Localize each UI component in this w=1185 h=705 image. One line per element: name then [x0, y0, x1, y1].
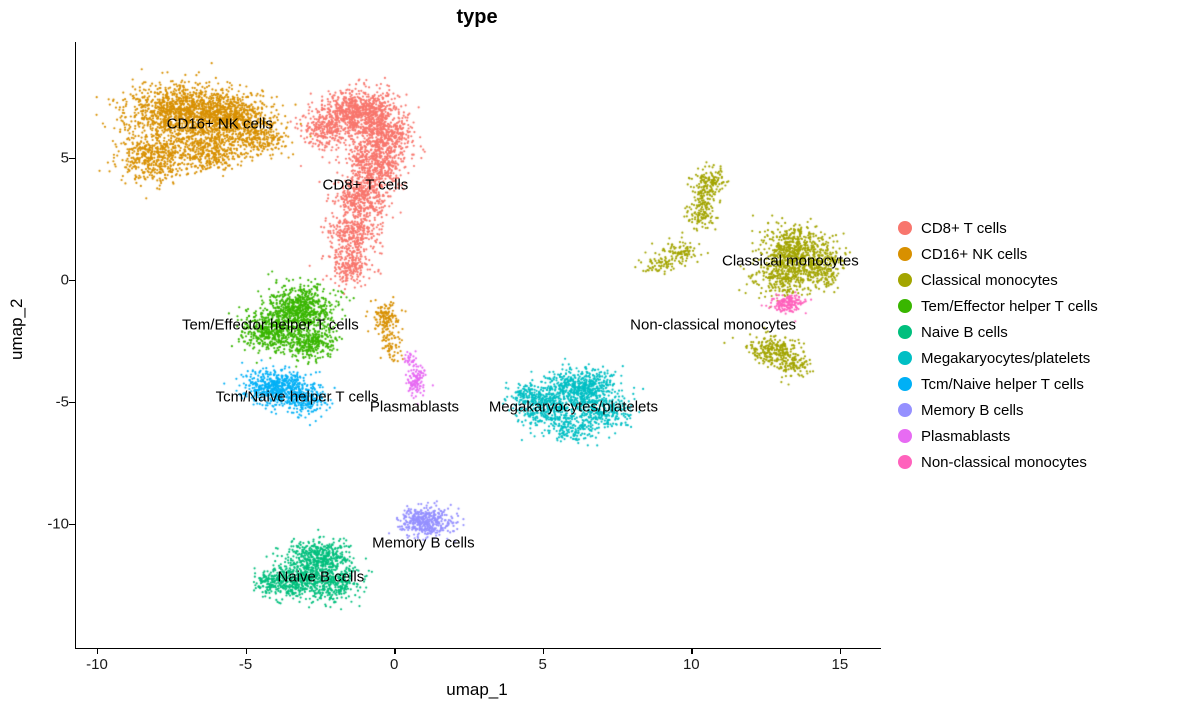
- legend-item: Non-classical monocytes: [898, 449, 1098, 475]
- legend-label: CD8+ T cells: [921, 219, 1007, 237]
- legend-item: Tem/Effector helper T cells: [898, 293, 1098, 319]
- x-tick-label: -10: [86, 656, 108, 673]
- y-tick-label: -5: [55, 393, 69, 411]
- legend-swatch: [898, 351, 912, 365]
- x-tick-mark: [691, 648, 693, 654]
- y-axis-title: umap_2: [7, 298, 26, 360]
- legend-swatch: [898, 429, 912, 443]
- y-tick-mark: [69, 279, 75, 282]
- x-tick-label: 15: [831, 656, 849, 673]
- legend-swatch: [898, 455, 912, 469]
- legend-swatch: [898, 325, 912, 339]
- legend-swatch: [898, 299, 912, 313]
- legend-item: Tcm/Naive helper T cells: [898, 371, 1098, 397]
- x-tick-mark: [245, 648, 248, 654]
- legend-swatch: [898, 403, 912, 417]
- legend-label: Naive B cells: [921, 323, 1008, 341]
- legend-label: Tem/Effector helper T cells: [921, 297, 1098, 315]
- x-tick-label: 10: [682, 656, 700, 673]
- y-tick-mark: [69, 157, 75, 160]
- legend-label: Classical monocytes: [921, 271, 1058, 289]
- legend-swatch: [898, 273, 912, 287]
- x-tick-mark: [839, 648, 842, 654]
- chart-title: type: [456, 6, 498, 28]
- legend-item: Naive B cells: [898, 319, 1098, 345]
- legend-label: Tcm/Naive helper T cells: [921, 375, 1084, 393]
- x-tick-label: -5: [238, 656, 253, 673]
- legend-item: Megakaryocytes/platelets: [898, 345, 1098, 371]
- y-tick-label: -10: [47, 515, 69, 533]
- legend-label: Memory B cells: [921, 401, 1024, 419]
- legend-item: CD16+ NK cells: [898, 241, 1098, 267]
- scatter-points-canvas: [76, 42, 881, 648]
- legend-label: CD16+ NK cells: [921, 245, 1028, 263]
- plot-panel: CD8+ T cells CD16+ NK cells Classical mono…: [75, 42, 881, 649]
- legend-item: Plasmablasts: [898, 423, 1098, 449]
- legend-swatch: [898, 377, 912, 391]
- legend-item: CD8+ T cells: [898, 215, 1098, 241]
- legend: CD8+ T cells CD16+ NK cells Classical mono…: [898, 215, 1098, 475]
- y-tick-mark: [69, 401, 75, 404]
- x-axis-title: umap_1: [446, 680, 508, 699]
- y-tick-label: 0: [60, 271, 69, 289]
- legend-label: Plasmablasts: [921, 427, 1011, 445]
- x-tick-label: 5: [538, 656, 547, 673]
- x-tick-mark: [542, 648, 545, 654]
- legend-swatch: [898, 247, 912, 261]
- x-tick-mark: [96, 648, 99, 654]
- x-tick-label: 0: [389, 656, 399, 673]
- legend-item: Memory B cells: [898, 397, 1098, 423]
- x-tick-mark: [394, 648, 396, 654]
- legend-label: Megakaryocytes/platelets: [921, 349, 1091, 367]
- legend-swatch: [898, 221, 912, 235]
- legend-item: Classical monocytes: [898, 267, 1098, 293]
- legend-label: Non-classical monocytes: [921, 453, 1087, 471]
- y-tick-label: 5: [60, 149, 69, 167]
- y-tick-mark: [69, 523, 75, 526]
